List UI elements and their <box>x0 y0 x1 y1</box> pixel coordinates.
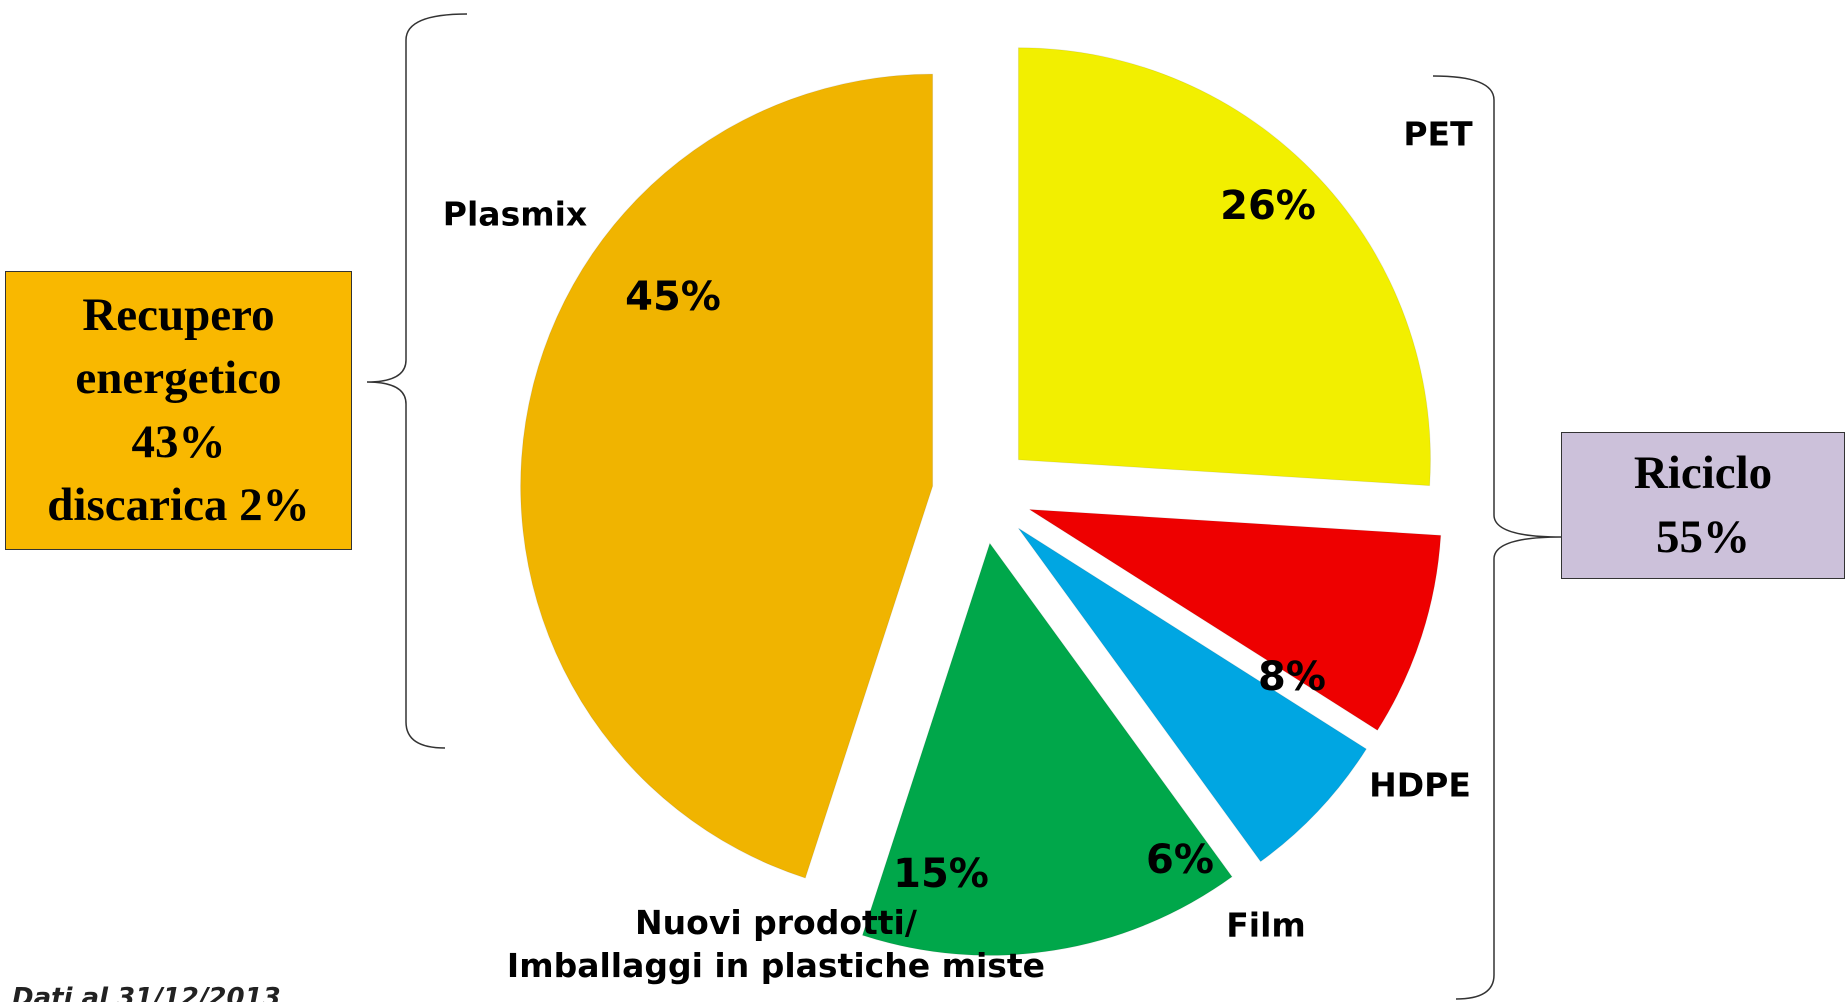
value-label: 26% <box>1220 183 1316 229</box>
value-label: 15% <box>893 851 989 897</box>
left-brace <box>366 13 468 749</box>
recycling-box: Riciclo 55% <box>1561 432 1845 579</box>
slice-label: Plasmix <box>442 194 588 234</box>
footnote: Dati al 31/12/2013 <box>12 983 281 1002</box>
slice-label: HDPE <box>1369 765 1471 805</box>
pie-slice <box>861 542 1233 956</box>
pie-slice <box>520 73 934 879</box>
slice-label: Film <box>1226 905 1306 945</box>
pie-slice <box>1029 508 1442 731</box>
right-brace <box>1432 75 1562 1000</box>
pie-slice <box>1018 527 1368 863</box>
energy-recovery-box: Recupero energetico 43% discarica 2% <box>5 271 352 550</box>
value-label: 45% <box>625 274 721 320</box>
value-label: 8% <box>1258 654 1326 700</box>
slice-label: Nuovi prodotti/ Imballaggi in plastiche … <box>506 903 1046 985</box>
slice-label: PET <box>1403 114 1473 154</box>
value-label: 6% <box>1146 837 1214 883</box>
pie-slice <box>1017 47 1431 487</box>
